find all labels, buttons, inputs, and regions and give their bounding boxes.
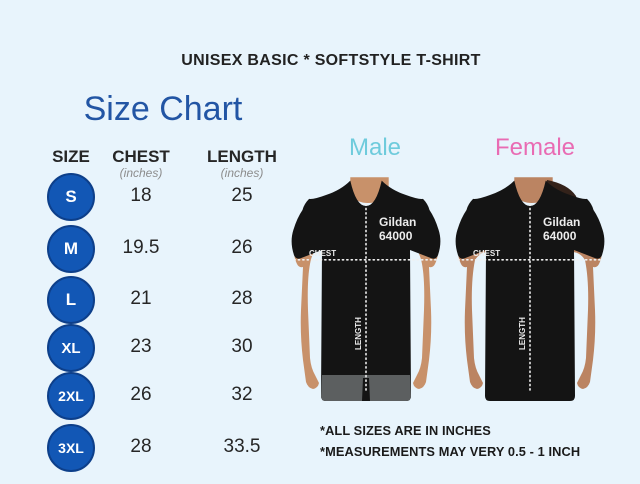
svg-text:LENGTH: LENGTH bbox=[354, 317, 363, 350]
svg-text:CHEST: CHEST bbox=[473, 249, 500, 258]
svg-text:64000: 64000 bbox=[379, 229, 413, 243]
svg-text:LENGTH: LENGTH bbox=[518, 317, 527, 350]
svg-text:CHEST: CHEST bbox=[309, 249, 336, 258]
svg-text:64000: 64000 bbox=[543, 229, 577, 243]
svg-text:Gildan: Gildan bbox=[379, 215, 416, 229]
svg-text:Gildan: Gildan bbox=[543, 215, 580, 229]
